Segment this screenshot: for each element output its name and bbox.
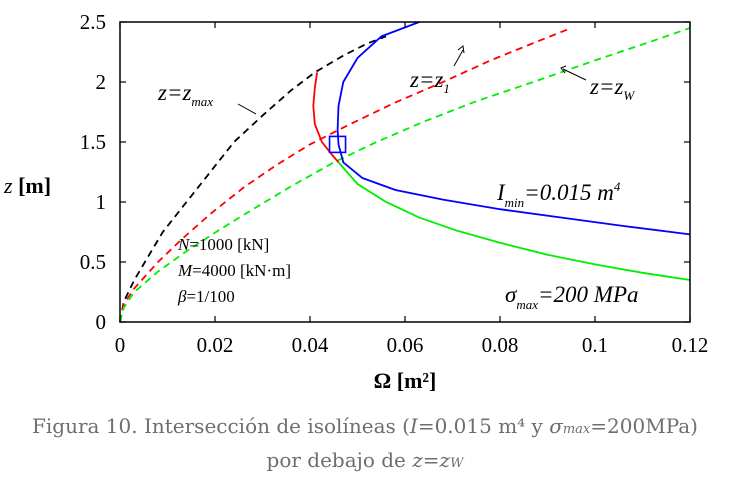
pointer-zw: [562, 68, 587, 81]
ticks-layer: 0 0.02 0.04 0.06 0.08 0.1 0.12 0 0.5 1 1.5 2 2.5: [80, 10, 709, 357]
y-tick-label: 0: [96, 310, 107, 334]
series-z-zmax: [119, 35, 387, 323]
pointer-zmax: [237, 103, 257, 115]
pointer-zw-head: [560, 65, 567, 74]
caption-line-1: Figura 10. Intersección de isolíneas (I=…: [32, 414, 698, 438]
x-tick-label: 0.04: [292, 333, 329, 357]
chart: 0 0.02 0.04 0.06 0.08 0.1 0.12 0 0.5 1 1.5 2 2.5 z […: [3, 10, 709, 393]
x-tick-label: 0.12: [672, 333, 709, 357]
param-beta: β=1/100: [177, 287, 235, 306]
series-z-z1: [119, 27, 572, 323]
label-z-zmax: z=zmax: [157, 80, 213, 109]
caption-line-2: por debajo de z=zW: [266, 448, 464, 472]
param-n: N=1000 [kN]: [177, 235, 269, 254]
label-z-zw: z=zW: [589, 74, 635, 103]
x-tick-label: 0.08: [482, 333, 519, 357]
y-tick-label: 1.5: [80, 130, 106, 154]
series-red-solid-curve: [312, 72, 340, 163]
y-tick-label: 0.5: [80, 250, 106, 274]
y-tick-label: 2: [96, 70, 107, 94]
x-tick-label: 0: [115, 333, 126, 357]
y-tick-label: 2.5: [80, 10, 106, 34]
series-max-200-mpa: [337, 161, 691, 281]
x-axis-title: Ω [m²]: [374, 368, 437, 393]
y-axis-title: z [m]: [3, 173, 51, 198]
pointer-z1: [453, 49, 464, 67]
figure-caption: Figura 10. Intersección de isolíneas (I=…: [0, 411, 730, 479]
x-tick-label: 0.02: [197, 333, 234, 357]
x-tick-label: 0.06: [387, 333, 424, 357]
y-tick-label: 1: [96, 190, 107, 214]
label-z-z1: z=z1: [409, 67, 450, 96]
x-tick-label: 0.1: [582, 333, 608, 357]
intersection-marker: [328, 135, 347, 154]
label-sigma-max: σmax=200 MPa: [505, 282, 639, 312]
series-imin-0-015-m4: [336, 21, 691, 236]
pointer-z1-head: [457, 45, 465, 54]
param-m: M=4000 [kN·m]: [177, 261, 291, 280]
label-imin: Imin=0.015 m4: [496, 179, 621, 210]
